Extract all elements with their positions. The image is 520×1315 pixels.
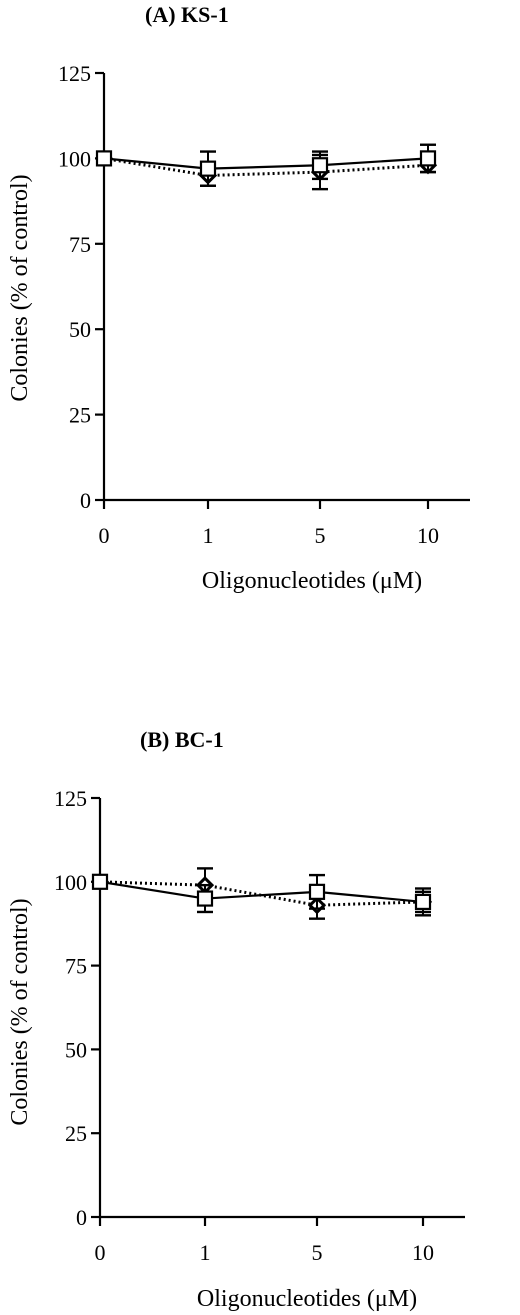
panel-a-y-tick-label: 75 — [69, 232, 91, 257]
panel-b-x-tick-label: 5 — [312, 1240, 323, 1265]
panel-a-y-tick-label: 50 — [69, 317, 91, 342]
panel-b-y-tick-label: 100 — [54, 870, 87, 895]
panel-a-y-axis-label: Colonies (% of control) — [7, 174, 33, 401]
panel-a-x-tick-label: 0 — [99, 523, 110, 548]
panel-b-y-tick-label: 25 — [65, 1121, 87, 1146]
panel-a-series-square — [95, 143, 437, 187]
panel-a-y-tick-label: 100 — [58, 146, 91, 171]
panel-a-series-square-point — [199, 160, 217, 177]
panel-a-y-tick-label: 25 — [69, 403, 91, 428]
panel-a-series-square-point — [311, 157, 329, 174]
panel-b-x-axis-label: Oligonucleotides (μM) — [197, 1286, 417, 1312]
panel-a-series-diamond-line — [103, 156, 429, 177]
panel-a-x-tick-label: 10 — [417, 523, 439, 548]
panel-a-series-square-line — [103, 157, 429, 170]
panel-b-series-square-point — [308, 883, 326, 900]
panel-a-series-square-point — [95, 150, 113, 167]
panel-b-x-tick-label: 0 — [95, 1240, 106, 1265]
panel-b-series-square-point — [91, 873, 109, 890]
panel-b-y-tick-label: 0 — [76, 1205, 87, 1230]
panel-b-x-tick-label: 1 — [200, 1240, 211, 1265]
panel-a-series-diamond — [94, 149, 438, 191]
panel-b-y-tick-label: 125 — [54, 786, 87, 811]
panel-a-x-tick-label: 1 — [203, 523, 214, 548]
panel-a-x-axis-label: Oligonucleotides (μM) — [202, 568, 422, 594]
panel-b-series-diamond-line — [99, 880, 424, 907]
panel-a-y-tick-label: 125 — [58, 61, 91, 86]
panel-a-series-square-point — [419, 150, 437, 167]
panel-b-series-square — [91, 873, 432, 917]
panel-b-series-diamond — [90, 867, 433, 920]
panel-b-y-tick-label: 75 — [65, 954, 87, 979]
panel-b-plot: 0 25 50 75 100 125 0 1 5 10 — [54, 786, 465, 1265]
panel-b-series-square-line — [99, 880, 424, 904]
panel-b-y-axis-label: Colonies (% of control) — [7, 898, 33, 1125]
panel-b-series-square-point — [196, 890, 214, 907]
panel-b-series-square-point — [414, 893, 432, 911]
panel-b-title: (B) BC-1 — [140, 727, 224, 752]
panel-a-x-tick-label: 5 — [315, 523, 326, 548]
panel-b-x-tick-label: 10 — [412, 1240, 434, 1265]
panel-b: (B) BC-1 0 25 50 75 100 125 0 1 5 10 Oligonucleot… — [7, 727, 465, 1312]
panel-a: (A) KS-1 0 25 50 75 100 125 0 1 5 10 Oligonucleot… — [7, 2, 470, 594]
panel-b-y-tick-label: 50 — [65, 1037, 87, 1062]
panel-a-y-tick-label: 0 — [80, 488, 91, 513]
panel-a-title: (A) KS-1 — [145, 2, 229, 27]
panel-a-plot: 0 25 50 75 100 125 0 1 5 10 — [58, 61, 470, 548]
